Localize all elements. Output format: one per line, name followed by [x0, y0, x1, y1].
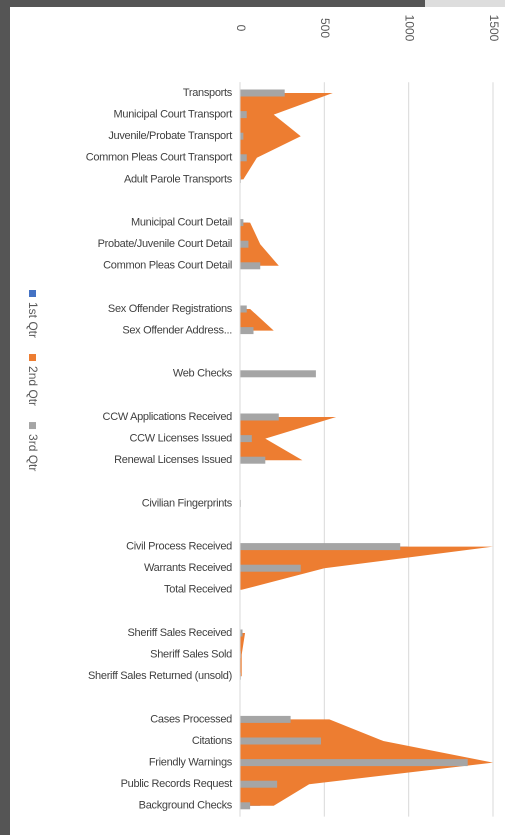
bar	[240, 219, 244, 227]
y-tick-label: Friendly Warnings	[149, 757, 233, 769]
y-tick-label: Citations	[192, 735, 233, 747]
area	[240, 93, 493, 806]
bar	[240, 456, 266, 464]
legend-swatch	[29, 422, 36, 430]
bar	[240, 305, 247, 313]
y-tick-label: Municipal Court Detail	[131, 217, 232, 229]
y-tick-label: Sex Offender Address...	[122, 325, 232, 337]
y-tick-label: Civilian Fingerprints	[142, 497, 233, 509]
y-tick-label: Warrants Received	[144, 562, 232, 574]
legend-swatch	[29, 354, 36, 362]
bar	[240, 370, 316, 378]
x-tick-label: 500	[318, 18, 332, 38]
y-tick-label: Juvenile/Probate Transport	[108, 130, 232, 142]
bar	[240, 154, 247, 162]
bar	[240, 435, 252, 443]
frame-top	[0, 0, 425, 7]
bar	[240, 780, 278, 788]
y-tick-label: Sheriff Sales Sold	[150, 649, 232, 661]
y-tick-label: Public Records Request	[121, 778, 233, 790]
y-tick-label: CCW Licenses Issued	[129, 433, 232, 445]
y-tick-label: Sex Offender Registrations	[108, 303, 233, 315]
legend-label: 3rd Qtr	[26, 434, 40, 471]
bar	[240, 413, 279, 421]
y-tick-label: CCW Applications Received	[103, 411, 233, 423]
bar	[240, 111, 247, 119]
y-tick-label: Total Received	[164, 584, 232, 596]
legend-swatch	[29, 290, 36, 297]
y-tick-label: Civil Process Received	[126, 541, 232, 553]
legend: 1st Qtr 2nd Qtr 3rd Qtr	[26, 290, 40, 471]
bar	[240, 759, 468, 767]
y-tick-label: Web Checks	[173, 368, 233, 380]
bar	[240, 564, 301, 572]
y-tick-label: Municipal Court Transport	[114, 109, 233, 121]
x-tick-label: 0	[234, 25, 248, 32]
y-tick-label: Common Pleas Court Transport	[86, 152, 233, 164]
bar	[240, 715, 291, 723]
y-tick-label: Sheriff Sales Returned (unsold)	[88, 670, 232, 682]
bar	[240, 132, 244, 140]
bar	[240, 737, 321, 745]
y-tick-label: Probate/Juvenile Court Detail	[98, 238, 232, 250]
y-tick-label: Adult Parole Transports	[124, 173, 233, 185]
x-tick-label: 1500	[487, 15, 501, 42]
y-tick-label: Background Checks	[139, 800, 233, 812]
bar	[240, 240, 249, 248]
frame-left	[0, 0, 10, 835]
legend-label: 2nd Qtr	[26, 366, 40, 406]
y-tick-label: Common Pleas Court Detail	[103, 260, 232, 272]
x-tick-label: 1000	[402, 15, 416, 42]
frame-top-light	[425, 0, 505, 7]
bar	[240, 327, 254, 335]
y-tick-label: Renewal Licenses Issued	[114, 454, 232, 466]
y-tick-label: Transports	[183, 87, 233, 99]
bar	[240, 89, 285, 97]
bar	[240, 802, 251, 810]
bar	[240, 543, 401, 551]
y-tick-label: Cases Processed	[150, 713, 232, 725]
bar	[240, 629, 243, 637]
bar	[240, 262, 261, 270]
legend-label: 1st Qtr	[26, 302, 40, 338]
y-tick-label: Sheriff Sales Received	[128, 627, 233, 639]
